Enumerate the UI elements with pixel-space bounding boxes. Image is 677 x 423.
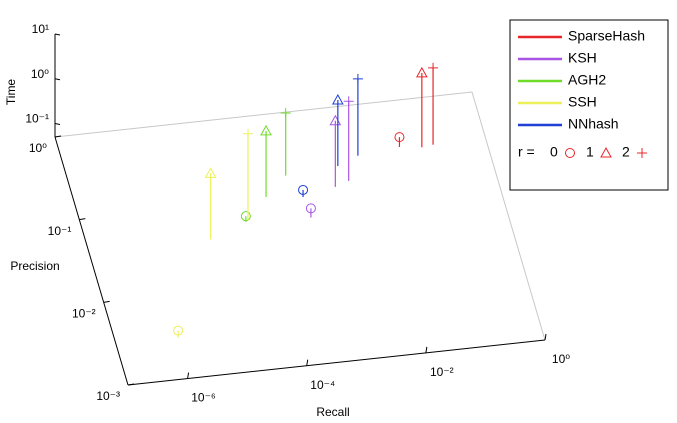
- z-tick: [54, 78, 61, 81]
- x-tick-label: 10⁻⁴: [310, 378, 335, 392]
- y-tick-label: 10⁻³: [96, 389, 120, 403]
- marker-triangle: [204, 167, 217, 178]
- marker-plus: [428, 62, 439, 73]
- z-tick-label: 10⁻¹: [25, 112, 49, 126]
- legend-r-label: r =: [518, 144, 535, 160]
- z-tick-label: 10⁰: [31, 67, 49, 81]
- x-axis: [127, 339, 546, 386]
- legend-label: KSH: [568, 50, 597, 66]
- marker-triangle: [331, 93, 344, 105]
- y-tick: [127, 383, 135, 386]
- y-tick: [103, 300, 110, 303]
- y-tick: [79, 218, 86, 221]
- marker-circle: [565, 148, 575, 158]
- x-tick-label: 10⁻²: [430, 365, 454, 379]
- legend-r-value: 1: [586, 144, 594, 160]
- marker-triangle: [415, 66, 428, 78]
- x-tick: [544, 333, 547, 341]
- marker-circle: [298, 184, 309, 195]
- z-tick-label: 10¹: [32, 22, 49, 36]
- x-tick: [306, 359, 309, 366]
- marker-circle: [305, 203, 316, 214]
- marker-circle: [394, 132, 405, 143]
- y-tick: [54, 135, 62, 138]
- marker-plus: [637, 148, 647, 158]
- x-tick: [187, 372, 190, 379]
- z-tick: [54, 123, 61, 126]
- legend-label: NNhash: [568, 116, 619, 132]
- y-tick-label: 10⁻¹: [48, 224, 72, 238]
- legend-label: SSH: [568, 94, 597, 110]
- z-tick: [54, 33, 61, 36]
- y-tick-label: 10⁻²: [72, 307, 96, 321]
- y-tick-label: 10⁰: [29, 141, 47, 155]
- x-axis-label: Recall: [316, 405, 349, 419]
- y-axis-label: Precision: [10, 259, 59, 273]
- x-tick-label: 10⁻⁶: [191, 391, 216, 405]
- marker-circle: [173, 325, 184, 336]
- legend-r-value: 2: [622, 144, 630, 160]
- y-axis: [54, 136, 129, 386]
- floor-edge: [471, 91, 546, 341]
- marker-plus: [242, 128, 253, 139]
- marker-plus: [352, 73, 363, 84]
- x-tick: [425, 346, 428, 353]
- marker-plus: [343, 96, 354, 107]
- marker-triangle: [260, 124, 272, 136]
- legend-label: SparseHash: [568, 28, 645, 44]
- legend-r-value: 0: [550, 144, 558, 160]
- z-axis-label: Time: [4, 79, 18, 106]
- floor-edge: [54, 91, 473, 138]
- legend-box: [509, 19, 669, 191]
- marker-circle: [240, 211, 251, 222]
- marker-triangle: [600, 146, 612, 158]
- marker-plus: [280, 108, 291, 119]
- x-tick-label: 10⁰: [552, 352, 570, 366]
- legend-label: AGH2: [568, 72, 606, 88]
